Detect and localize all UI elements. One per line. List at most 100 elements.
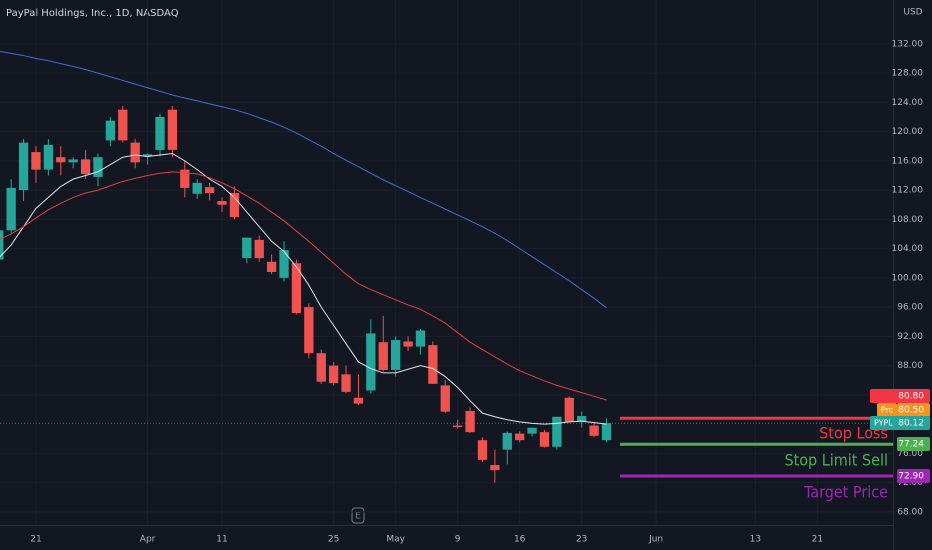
candle-body: [204, 187, 215, 194]
y-tick-label: 128.00: [892, 69, 924, 79]
prev-close-tag-label: Prc: [881, 406, 893, 415]
candle-body: [242, 237, 252, 259]
candle-body: [56, 157, 66, 163]
candle-body: [552, 416, 562, 447]
candle-body: [515, 433, 525, 441]
candle-body: [477, 440, 488, 460]
y-tick-label: 124.00: [892, 98, 924, 108]
candle-body: [217, 201, 227, 205]
candle-body: [415, 330, 426, 347]
candle-body: [43, 144, 54, 170]
earnings-icon[interactable]: E: [351, 507, 365, 524]
candle-body: [564, 397, 574, 422]
earnings-letter: E: [355, 512, 361, 522]
candle-body: [502, 432, 512, 450]
candle-body: [341, 374, 351, 392]
price-badge-label: 72.90: [898, 472, 924, 482]
candle-body: [527, 427, 537, 434]
price-badge: [897, 437, 930, 451]
prev-close-badge: [897, 403, 930, 417]
candle-body: [378, 342, 388, 370]
moving-average: [0, 171, 607, 401]
candle-body: [353, 397, 364, 404]
candle-body: [589, 425, 599, 436]
candle-body: [105, 120, 116, 141]
symbol-label: PYPL: [874, 419, 893, 428]
candle-body: [316, 353, 326, 382]
candle-body: [229, 193, 240, 218]
candle-body: [465, 410, 475, 433]
candle-body: [328, 365, 339, 384]
level-label: Stop Limit Sell: [784, 451, 888, 470]
prev-close-tag: [877, 403, 897, 417]
price-badge: [897, 469, 930, 483]
candle-body: [68, 159, 78, 163]
candle-body: [428, 345, 438, 384]
x-tick-label: 25: [328, 535, 339, 545]
x-tick-label: 23: [576, 535, 587, 545]
y-tick-label: 72.00: [897, 478, 923, 488]
candle-body: [18, 142, 29, 191]
moving-average: [0, 153, 607, 425]
level-label: Target Price: [803, 483, 888, 502]
price-badge-label: 80.80: [898, 392, 924, 402]
prev-close-value: 80.50: [898, 406, 924, 416]
candle-body: [31, 152, 41, 170]
candle-body: [167, 109, 178, 150]
candle-body: [403, 341, 413, 347]
y-tick-label: 116.00: [892, 156, 924, 166]
x-tick-label: Jun: [648, 535, 663, 545]
candle-body: [577, 416, 587, 422]
candle-body: [192, 182, 202, 194]
x-tick-label: 16: [514, 535, 526, 545]
candle-body: [304, 307, 314, 354]
candle-body: [440, 385, 450, 412]
moving-average: [0, 50, 607, 309]
price-badge-label: 77.24: [898, 440, 924, 450]
candle-body: [601, 423, 612, 441]
candle-body: [0, 230, 4, 260]
candle-body: [180, 169, 190, 188]
candle-body: [539, 432, 550, 447]
x-tick-label: 21: [812, 535, 823, 545]
y-tick-label: 108.00: [892, 215, 924, 225]
y-tick-label: 76.00: [897, 449, 923, 459]
candle-body: [291, 263, 302, 313]
candle-body: [490, 465, 500, 471]
x-tick-label: 21: [30, 535, 41, 545]
y-tick-label: 88.00: [897, 361, 923, 371]
chart-title: PayPal Holdings, Inc., 1D, NASDAQ: [6, 8, 179, 19]
x-tick-label: 13: [750, 535, 761, 545]
last-price-label: 80.12: [898, 419, 924, 429]
x-tick-label: Apr: [140, 535, 156, 545]
candle-body: [266, 261, 277, 273]
candle-body: [155, 116, 165, 150]
x-tick-label: 9: [455, 535, 461, 545]
candle-body: [80, 159, 91, 175]
candle-body: [130, 142, 140, 163]
candle-body: [118, 109, 128, 141]
y-tick-label: 100.00: [892, 273, 924, 283]
candle-body: [279, 250, 289, 278]
x-tick-label: 11: [216, 535, 227, 545]
earnings-badge[interactable]: [351, 507, 365, 524]
candle-body: [453, 425, 463, 428]
candle-body: [390, 340, 401, 370]
candle-body: [366, 333, 376, 391]
candle-body: [254, 239, 264, 259]
candle-body: [6, 187, 16, 231]
price-badge: [870, 389, 930, 403]
y-tick-label: 92.00: [897, 332, 923, 342]
currency: USD: [903, 8, 922, 18]
y-tick-label: 96.00: [897, 303, 923, 313]
candle-body: [142, 154, 153, 157]
x-tick-label: May: [386, 535, 405, 545]
y-tick-label: 68.00: [897, 507, 923, 517]
candle-body: [93, 157, 103, 177]
y-tick-label: 120.00: [892, 127, 924, 137]
y-tick-label: 132.00: [892, 39, 924, 49]
y-tick-label: 112.00: [892, 186, 924, 196]
